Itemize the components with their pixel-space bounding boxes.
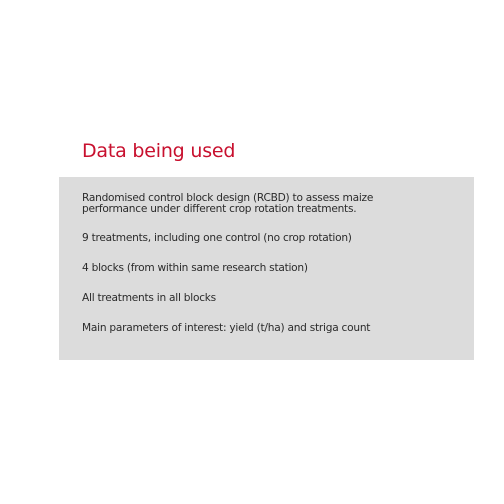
paragraph-line: performance under different crop rotatio… (82, 203, 357, 215)
content-panel (59, 177, 474, 360)
paragraph-study-design: Randomised control block design (RCBD) t… (82, 193, 373, 215)
paragraph-parameters: Main parameters of interest: yield (t/ha… (82, 322, 371, 334)
slide-title: Data being used (82, 140, 236, 162)
paragraph-line: Randomised control block design (RCBD) t… (82, 192, 374, 204)
paragraph-all-treatments: All treatments in all blocks (82, 292, 216, 304)
paragraph-treatments: 9 treatments, including one control (no … (82, 232, 352, 244)
paragraph-blocks: 4 blocks (from within same research stat… (82, 262, 308, 274)
